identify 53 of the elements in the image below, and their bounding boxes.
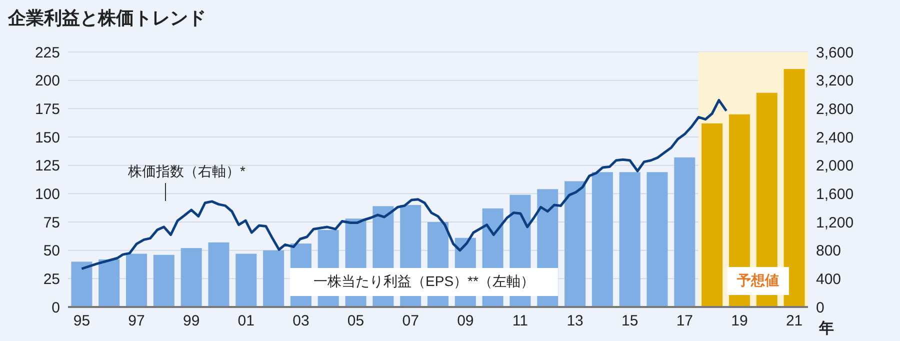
x-tick-label: 13 — [566, 312, 584, 330]
bar — [619, 172, 640, 307]
x-tick-label: 01 — [238, 312, 254, 330]
x-tick-label: 03 — [292, 312, 310, 330]
bar — [236, 254, 257, 307]
x-tick-label: 21 — [786, 312, 803, 330]
x-tick-label: 97 — [128, 312, 145, 330]
y2-tick-label: 0 — [816, 299, 824, 316]
y2-tick-label: 3,200 — [816, 72, 854, 90]
y-tick-label: 100 — [34, 186, 60, 203]
y-tick-label: 150 — [34, 129, 60, 146]
y2-tick-label: 2,400 — [816, 129, 854, 146]
y2-tick-label: 400 — [816, 270, 842, 288]
x-tick-label: 99 — [182, 312, 200, 330]
chart-title: 企業利益と株価トレンド — [8, 7, 206, 30]
y2-tick-label: 800 — [816, 242, 842, 260]
line-series — [80, 98, 728, 270]
x-tick-label: 17 — [676, 312, 694, 330]
x-tick-label: 09 — [457, 312, 474, 330]
y-tick-label: 225 — [34, 44, 60, 62]
y2-tick-label: 1,600 — [816, 186, 854, 203]
y2-tick-label: 3,600 — [816, 44, 854, 62]
text: 株価指数（右軸）* — [128, 163, 246, 181]
bar — [592, 172, 613, 307]
y-tick-label: 25 — [43, 270, 60, 288]
y2-tick-label: 2,800 — [816, 100, 854, 118]
bar — [784, 69, 805, 307]
x-tick-label: 95 — [73, 312, 90, 330]
y-tick-label: 125 — [34, 158, 60, 175]
y-tick-label: 50 — [43, 242, 60, 260]
x-axis-title: 年 — [818, 320, 834, 337]
y-tick-label: 175 — [34, 100, 60, 118]
bar — [263, 250, 284, 307]
bar — [646, 172, 668, 307]
bar — [98, 259, 120, 307]
bar — [208, 242, 230, 307]
x-tick-label: 19 — [731, 312, 748, 330]
y2-tick-label: 2,000 — [816, 158, 854, 175]
bar — [674, 157, 696, 307]
bar — [126, 254, 148, 307]
bar — [180, 248, 202, 307]
y-tick-label: 0 — [52, 299, 60, 316]
x-tick-label: 07 — [402, 312, 419, 330]
bar — [702, 123, 723, 307]
x-tick-label: 11 — [512, 312, 528, 330]
x-tick-label: 05 — [347, 312, 364, 330]
y2-tick-label: 1,200 — [816, 214, 854, 232]
y-tick-label: 200 — [34, 72, 60, 90]
bar — [564, 181, 586, 307]
bar — [71, 262, 92, 307]
x-tick-label: 15 — [622, 312, 638, 330]
y-tick-label: 75 — [43, 214, 60, 232]
bar — [153, 254, 174, 307]
